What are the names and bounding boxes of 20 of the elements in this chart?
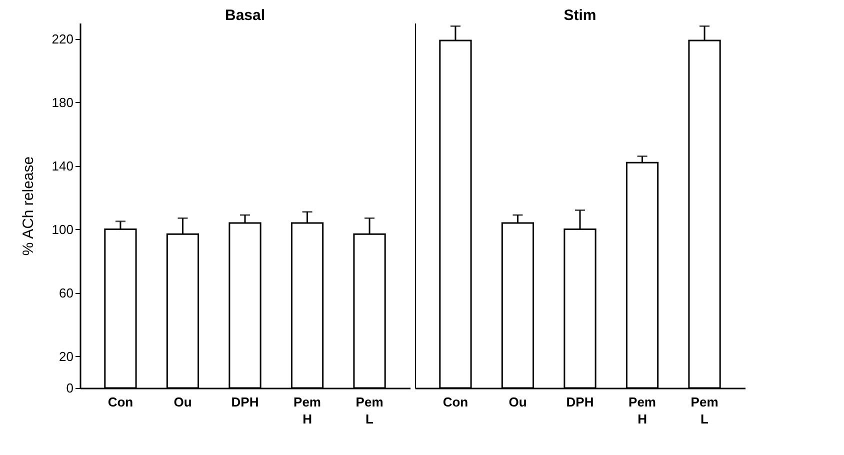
y-axis-title: % ACh release xyxy=(20,156,37,256)
x-tick-label: DPH xyxy=(566,394,594,410)
x-tick-label: Pem H xyxy=(294,394,321,426)
y-tick-label: 0 xyxy=(66,380,74,396)
chart-title: Stim xyxy=(564,7,596,24)
y-tick-label: 100 xyxy=(52,222,74,237)
y-tick-label: 220 xyxy=(52,31,74,46)
x-tick-label: Pem L xyxy=(356,394,384,426)
chart-title: Basal xyxy=(224,7,266,24)
x-tick-label: Pem H xyxy=(628,394,656,426)
x-tick-label: Con xyxy=(108,394,134,410)
y-tick-label: 20 xyxy=(59,348,74,364)
x-tick-label: DPH xyxy=(231,394,259,410)
y-tick-label: 140 xyxy=(52,158,74,174)
x-tick-label: Ou xyxy=(508,394,527,410)
y-tick-label: 180 xyxy=(52,94,74,110)
x-tick-label: Ou xyxy=(174,394,192,410)
x-tick-label: Con xyxy=(442,394,468,410)
x-tick-label: Pem L xyxy=(690,394,718,426)
y-tick-label: 60 xyxy=(59,285,74,300)
